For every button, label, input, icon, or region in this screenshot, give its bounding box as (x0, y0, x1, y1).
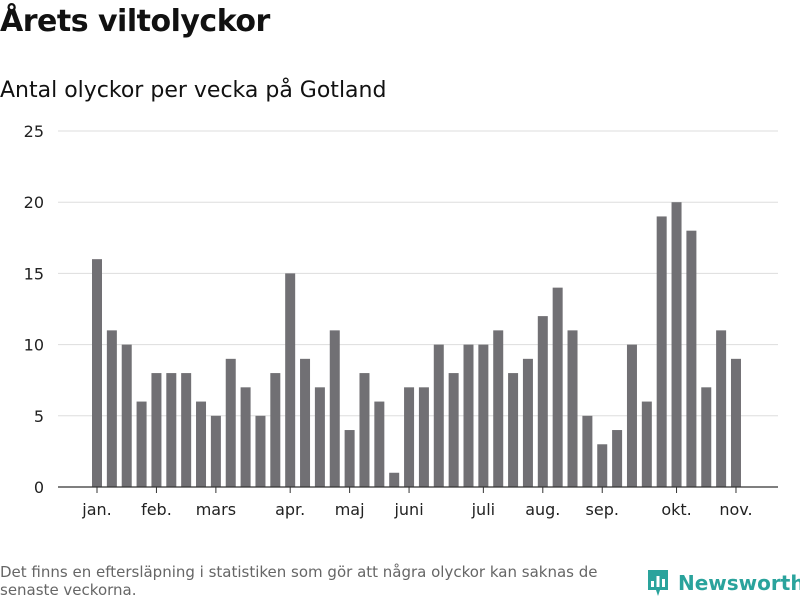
brand-logo: Newsworthy (646, 568, 800, 598)
bar (418, 387, 429, 487)
bar (255, 415, 266, 487)
bar (181, 373, 192, 487)
y-tick-label: 20 (24, 193, 44, 212)
bar (567, 330, 578, 487)
x-tick-label: aug. (525, 500, 560, 519)
x-axis-ticks: jan. feb. mars apr. maj juni juli aug. sep. okt. n… (81, 487, 753, 519)
bar (612, 430, 623, 487)
bar (106, 330, 117, 487)
bar (433, 344, 444, 487)
x-tick-label: maj (335, 500, 365, 519)
brand-name: Newsworthy (678, 571, 800, 595)
bar (359, 373, 370, 487)
bar (522, 358, 533, 487)
bar (389, 472, 400, 487)
bar (656, 216, 667, 487)
bar (285, 273, 296, 487)
bar (92, 259, 102, 487)
bar (701, 387, 712, 487)
y-tick-label: 25 (24, 122, 44, 141)
chart-title: Årets viltolyckor (0, 4, 270, 39)
bar (626, 344, 637, 487)
bar-chart: 0 5 10 15 20 25 jan. feb. mars apr. maj juni juli au… (24, 122, 778, 519)
y-tick-label: 15 (24, 264, 44, 283)
bar (314, 387, 325, 487)
footnote: Det finns en eftersläpning i statistiken… (0, 563, 598, 599)
x-tick-label: nov. (719, 500, 752, 519)
x-tick-label: juli (471, 500, 495, 519)
bar (448, 373, 459, 487)
bar (508, 373, 519, 487)
x-tick-label: apr. (275, 500, 305, 519)
x-tick-label: juni (393, 500, 423, 519)
bar (329, 330, 340, 487)
x-tick-label: jan. (81, 500, 111, 519)
bar (404, 387, 415, 487)
bar (463, 344, 474, 487)
x-tick-label: okt. (661, 500, 691, 519)
chart-subtitle: Antal olyckor per vecka på Gotland (0, 78, 387, 103)
bar (493, 330, 504, 487)
bar (478, 344, 489, 487)
bar (716, 330, 727, 487)
bar (270, 373, 281, 487)
bar (240, 387, 251, 487)
bar (210, 415, 221, 487)
bar (374, 401, 385, 487)
bar (582, 415, 593, 487)
bar (597, 444, 608, 487)
bar (166, 373, 177, 487)
y-axis-ticks: 0 5 10 15 20 25 (24, 122, 44, 497)
y-tick-label: 0 (34, 478, 44, 497)
bar (344, 430, 355, 487)
bar (671, 202, 682, 487)
bar (686, 230, 697, 487)
bar (300, 358, 311, 487)
bar (641, 401, 652, 487)
bar (121, 344, 132, 487)
x-tick-label: mars (196, 500, 236, 519)
bar-chart-logo-icon (648, 570, 668, 596)
y-tick-label: 5 (34, 407, 44, 426)
y-tick-label: 10 (24, 336, 44, 355)
bar (730, 358, 741, 487)
bar (552, 287, 563, 487)
x-tick-label: sep. (586, 500, 619, 519)
bar (537, 316, 548, 487)
bars (92, 202, 741, 487)
gridlines (58, 130, 778, 417)
bar (136, 401, 147, 487)
bar (225, 358, 236, 487)
x-tick-label: feb. (141, 500, 172, 519)
bar (196, 401, 207, 487)
bar (151, 373, 162, 487)
